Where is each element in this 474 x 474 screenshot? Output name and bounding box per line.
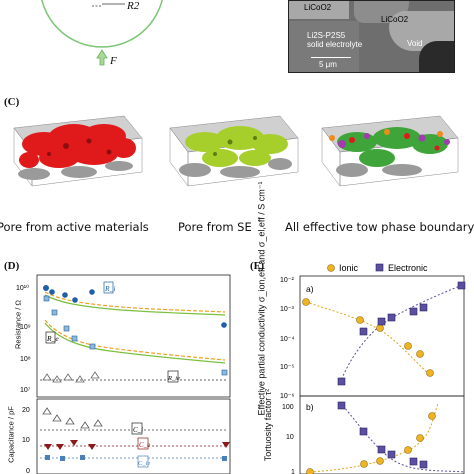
panel-c-letter: (C)	[4, 96, 20, 108]
legend-electronic-marker	[375, 263, 384, 272]
resistance-frame	[36, 274, 231, 398]
legend-ionic: Ionic	[339, 263, 359, 273]
re-points	[43, 295, 228, 376]
fit-curve-ri-orange	[44, 291, 226, 313]
electronic-trend-bottom	[339, 402, 465, 473]
legend-box-ce	[137, 437, 149, 450]
legend-box-ci	[131, 422, 143, 435]
electronic-points-bottom	[337, 401, 428, 469]
force-arrow-icon	[96, 49, 108, 66]
scale-bar-label: 5 μm	[319, 60, 337, 69]
legend-box-re	[45, 331, 56, 344]
tick-c-10: 10	[22, 437, 30, 444]
render-effective-boundary	[321, 115, 459, 187]
particle-circle	[41, 0, 163, 48]
caption-active-materials: Pore from active materials	[0, 220, 149, 234]
ri-points	[43, 285, 227, 328]
tick-f-1e-5: 10⁻⁵	[280, 364, 294, 371]
tick-f-100: 100	[282, 404, 294, 411]
panel-d-resistance-plot: 10¹⁰ 10⁹ 10⁸ 10⁷ 20 10 0 R_i R_e R_ie C_…	[16, 274, 231, 474]
legend-box-cie	[137, 455, 149, 468]
electronic-points-top	[337, 281, 466, 386]
sub-b: b)	[306, 402, 314, 412]
legend-rie: R_ie	[167, 375, 180, 382]
legend-electronic: Electronic	[388, 263, 428, 273]
tortuosity-frame	[299, 395, 465, 474]
panel-f-plot: Ionic Electronic a) b) 10⁻² 10⁻³ 10⁻⁴ 10…	[280, 263, 466, 474]
render-solid-electrolyte	[169, 115, 299, 187]
ci-points	[42, 407, 103, 429]
legend-ri: R_i	[104, 284, 115, 293]
legend-ce: C_e	[139, 441, 150, 449]
electronic-trend-top	[339, 285, 461, 384]
ionic-points-bottom	[306, 412, 436, 474]
ionic-points-top	[302, 298, 434, 377]
panel-f-letter: (F)	[250, 260, 265, 272]
tick-f-1e-2: 10⁻²	[280, 277, 294, 284]
tick-f-10: 10	[286, 434, 294, 441]
cie-points	[45, 455, 227, 461]
capacitance-frame	[36, 398, 231, 474]
legend-ionic-marker	[327, 264, 335, 272]
tick-f-1e-6: 10⁻⁶	[280, 393, 294, 400]
sem-micrograph: LiCoO2 LiCoO2 Li2S-P2S5 solid electrolyt…	[288, 0, 455, 73]
sem-label-void: Void	[407, 39, 423, 48]
fit-curve-ri-green	[44, 294, 226, 316]
tick-r-1e8: 10⁸	[20, 356, 31, 363]
legend-cie: C_ie	[138, 460, 150, 467]
tick-r-1e10: 10¹⁰	[16, 284, 29, 292]
ionic-trend-bottom	[309, 402, 439, 473]
legend-ci: C_i	[133, 426, 143, 434]
force-label: F	[110, 55, 117, 67]
caption-effective-boundary: All effective tow phase boundary	[285, 220, 474, 234]
fit-curve-re-green	[44, 322, 226, 364]
radius-label: R2	[127, 0, 140, 12]
sem-label-licoo2-right: LiCoO2	[381, 15, 409, 24]
sem-label-licoo2-left: LiCoO2	[304, 3, 332, 12]
panel-d-letter: (D)	[4, 260, 20, 272]
tick-r-1e7: 10⁷	[20, 387, 31, 394]
fit-curve-re-orange	[44, 319, 226, 361]
tick-r-1e9: 10⁹	[20, 324, 31, 331]
legend-re: R_e	[46, 334, 59, 343]
sem-label-electrolyte-2: solid electrolyte	[307, 40, 363, 49]
tick-c-0: 0	[26, 468, 30, 474]
legend-box-ri	[103, 281, 114, 294]
scale-bar	[311, 57, 351, 58]
panel-a-diagram	[41, 0, 163, 66]
ce-points	[44, 440, 230, 450]
sub-a: a)	[306, 284, 314, 294]
caption-solid-electrolyte: Pore from SE	[178, 220, 252, 234]
conductivity-frame	[299, 275, 465, 397]
tick-f-1e-4: 10⁻⁴	[280, 336, 295, 343]
rie-points	[42, 371, 100, 383]
sem-label-electrolyte: Li2S-P2S5	[307, 31, 346, 40]
tick-c-20: 20	[22, 407, 30, 414]
render-active-materials	[13, 115, 143, 187]
tick-f-1e-3: 10⁻³	[280, 306, 294, 313]
tick-f-1: 1	[291, 469, 295, 474]
legend-box-rie	[167, 370, 179, 383]
